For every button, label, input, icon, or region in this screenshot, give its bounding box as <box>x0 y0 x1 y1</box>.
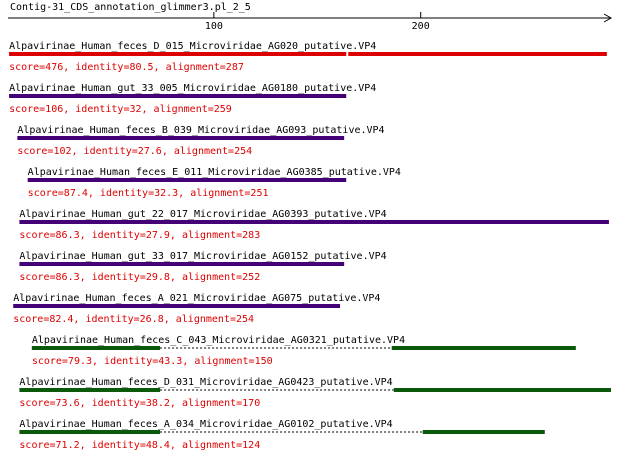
hit-stats: score=73.6, identity=38.2, alignment=170 <box>19 398 260 409</box>
hit-stats: score=106, identity=32, alignment=259 <box>9 104 232 115</box>
hit-stats: score=82.4, identity=26.8, alignment=254 <box>13 314 254 325</box>
ruler-arrow <box>603 13 613 23</box>
hit-segment <box>19 262 345 266</box>
hit-name: Alpavirinae_Human_gut_33_017_Microvirida… <box>19 251 386 262</box>
hit-segment <box>9 52 347 56</box>
ruler-tick-label: 100 <box>205 21 223 32</box>
title: Contig-31_CDS_annotation_glimmer3.pl_2_5 <box>10 2 251 13</box>
hit-segment <box>19 388 161 392</box>
hit-stats: score=71.2, identity=48.4, alignment=124 <box>19 440 260 451</box>
hit-stats: score=87.4, identity=32.3, alignment=251 <box>28 188 269 199</box>
hit-segment <box>9 94 347 98</box>
hit-segment <box>391 346 576 350</box>
hit-segment <box>19 430 161 434</box>
hit-segment <box>31 346 161 350</box>
hit-stats: score=86.3, identity=29.8, alignment=252 <box>19 272 260 283</box>
hit-segment <box>19 220 609 224</box>
hit-stats: score=79.3, identity=43.3, alignment=150 <box>32 356 273 367</box>
hit-segment <box>393 388 611 392</box>
hit-name: Alpavirinae_Human_gut_33_005_Microvirida… <box>9 83 376 94</box>
hit-segment <box>422 430 545 434</box>
hit-name: Alpavirinae_Human_feces_C_043_Microvirid… <box>32 335 405 346</box>
hit-name: Alpavirinae_Human_feces_E_011_Microvirid… <box>28 167 401 178</box>
hit-segment <box>13 304 341 308</box>
hit-segment <box>17 136 345 140</box>
hit-segment <box>348 52 607 56</box>
hit-name: Alpavirinae_Human_feces_A_021_Microvirid… <box>13 293 380 304</box>
hit-stats: score=476, identity=80.5, alignment=287 <box>9 62 244 73</box>
hit-stats: score=102, identity=27.6, alignment=254 <box>17 146 252 157</box>
hit-stats: score=86.3, identity=27.9, alignment=283 <box>19 230 260 241</box>
hit-name: Alpavirinae_Human_feces_B_039_Microvirid… <box>17 125 384 136</box>
hit-name: Alpavirinae_Human_feces_D_031_Microvirid… <box>19 377 392 388</box>
hit-segment <box>27 178 347 182</box>
ruler-tick-label: 200 <box>412 21 430 32</box>
hit-name: Alpavirinae_Human_feces_A_034_Microvirid… <box>19 419 392 430</box>
hit-name: Alpavirinae_Human_feces_D_015_Microvirid… <box>9 41 376 52</box>
hit-name: Alpavirinae_Human_gut_22_017_Microvirida… <box>19 209 386 220</box>
